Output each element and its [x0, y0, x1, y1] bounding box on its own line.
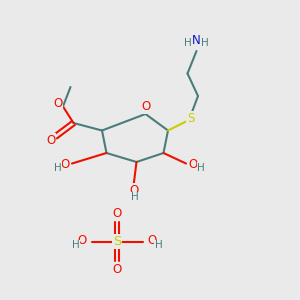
Text: O: O — [78, 234, 87, 247]
Text: N: N — [192, 34, 201, 47]
Text: O: O — [141, 100, 150, 113]
Text: O: O — [112, 263, 122, 276]
Text: H: H — [54, 163, 61, 173]
Text: O: O — [129, 184, 138, 197]
Text: H: H — [184, 38, 192, 48]
Text: H: H — [154, 240, 162, 250]
Text: H: H — [72, 240, 80, 250]
Text: S: S — [113, 235, 121, 248]
Text: H: H — [201, 38, 209, 48]
Text: H: H — [197, 163, 205, 173]
Text: O: O — [112, 207, 122, 220]
Text: O: O — [46, 134, 56, 147]
Text: O: O — [60, 158, 70, 172]
Text: O: O — [53, 97, 62, 110]
Text: O: O — [188, 158, 198, 172]
Text: H: H — [131, 192, 139, 203]
Text: O: O — [147, 234, 156, 247]
Text: S: S — [187, 112, 194, 125]
